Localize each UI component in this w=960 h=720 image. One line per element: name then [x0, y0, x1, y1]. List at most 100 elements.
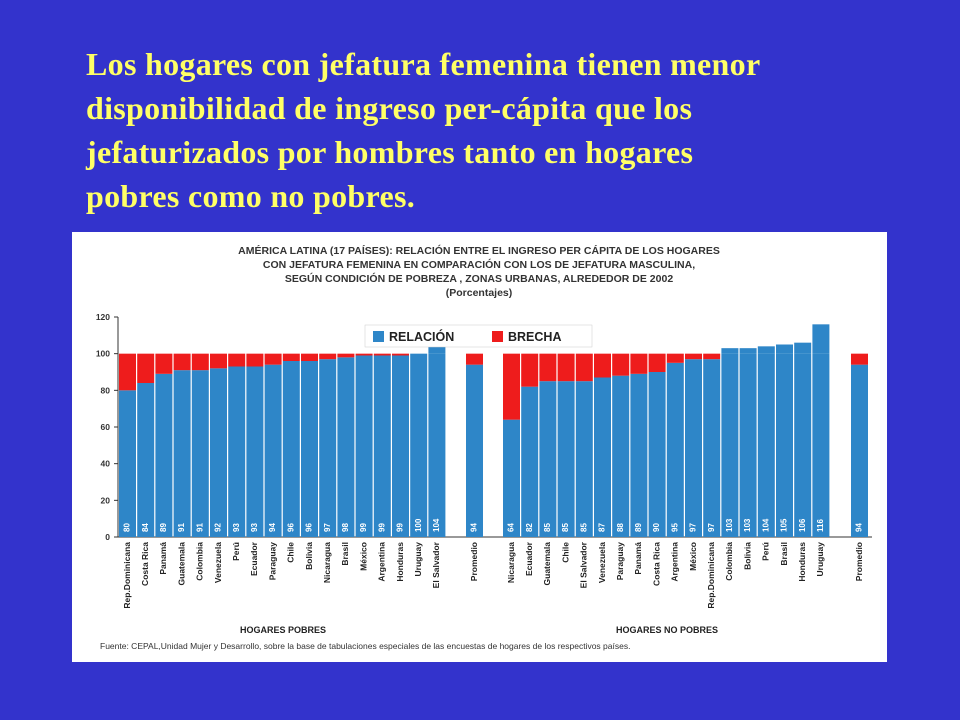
bar-relacion-excess: [757, 346, 775, 354]
bar-value-label: 99: [377, 523, 386, 532]
bar-brecha: [282, 353, 300, 361]
category-label: Costa Rica: [651, 542, 661, 586]
bar-value-label: 99: [359, 523, 368, 532]
category-label: Perú: [761, 542, 771, 561]
category-label: México: [688, 542, 698, 571]
bar-relacion: [119, 390, 136, 537]
category-label: Rep.Dominicana: [122, 542, 132, 609]
bar-relacion-excess: [776, 344, 793, 354]
bar-relacion: [594, 377, 611, 537]
bar-value-label: 82: [525, 523, 534, 532]
bar-relacion: [851, 364, 868, 537]
bar-brecha: [119, 353, 136, 391]
bar-brecha: [521, 353, 539, 387]
bar-relacion: [521, 386, 539, 537]
bar-relacion: [155, 373, 173, 537]
bar-relacion: [337, 357, 355, 537]
bar-relacion: [246, 366, 264, 537]
bar-brecha: [301, 353, 318, 361]
bar-relacion: [666, 362, 684, 537]
chart-title-line: CON JEFATURA FEMENINA EN COMPARACIÓN CON…: [263, 258, 695, 271]
bar-value-label: 116: [816, 519, 825, 532]
category-label: Paraguay: [615, 542, 625, 581]
category-label: Guatemala: [176, 542, 186, 586]
bar-value-label: 93: [250, 523, 259, 532]
category-label: Argentina: [670, 542, 680, 582]
bar-brecha: [264, 353, 282, 365]
bar-relacion: [703, 359, 721, 537]
bar-relacion-excess: [812, 324, 830, 354]
bar-value-label: 64: [507, 523, 516, 532]
bar-value-label: 87: [598, 523, 607, 532]
bar-value-label: 89: [159, 523, 168, 532]
category-label: Venezuela: [597, 542, 607, 583]
chart-title-line: AMÉRICA LATINA (17 PAÍSES): RELACIÓN ENT…: [238, 244, 720, 257]
bar-value-label: 92: [214, 523, 223, 532]
bar-brecha: [173, 353, 191, 371]
y-tick-label: 80: [101, 385, 111, 395]
slide-title-line: jefaturizados por hombres tanto en hogar…: [86, 134, 694, 170]
category-label: Venezuela: [213, 542, 223, 583]
chart-title: AMÉRICA LATINA (17 PAÍSES): RELACIÓN ENT…: [238, 244, 720, 299]
category-label: Panamá: [633, 542, 643, 575]
bar-relacion: [575, 381, 593, 537]
bar-value-label: 98: [341, 523, 350, 532]
bar-relacion: [776, 353, 793, 537]
category-label: Perú: [231, 542, 241, 561]
category-label: Ecuador: [524, 541, 534, 576]
bar-value-label: 85: [543, 523, 552, 532]
category-label: México: [358, 542, 368, 571]
category-label: Panamá: [158, 542, 168, 575]
bar-relacion-excess: [794, 342, 812, 354]
legend-label-brecha: BRECHA: [508, 330, 561, 344]
stacked-bar-chart: AMÉRICA LATINA (17 PAÍSES): RELACIÓN ENT…: [96, 244, 872, 651]
bar-relacion: [466, 364, 483, 537]
slide-title: Los hogares con jefatura femenina tienen…: [86, 42, 906, 218]
bar-brecha: [612, 353, 630, 376]
bar-relacion: [539, 381, 557, 537]
bar-relacion: [191, 370, 209, 537]
bar-relacion: [392, 355, 409, 537]
category-label: Ecuador: [249, 541, 259, 576]
bar-relacion: [137, 383, 155, 537]
group-label: HOGARES NO POBRES: [616, 625, 718, 635]
group-labels: HOGARES POBRES HOGARES NO POBRES: [240, 625, 718, 635]
bar-relacion: [648, 372, 666, 537]
category-label: Uruguay: [413, 542, 423, 577]
bar-value-label: 96: [305, 523, 314, 532]
category-label: Nicaragua: [506, 542, 516, 583]
legend-label-relacion: RELACIÓN: [389, 329, 454, 344]
bar-value-label: 89: [634, 523, 643, 532]
bar-value-label: 94: [470, 523, 479, 532]
bar-relacion: [721, 353, 739, 537]
bar-relacion: [173, 370, 191, 537]
bar-value-label: 99: [396, 523, 405, 532]
bar-value-label: 91: [177, 523, 186, 532]
bar-relacion: [812, 353, 830, 537]
bar-value-label: 88: [616, 523, 625, 532]
chart-panel: AMÉRICA LATINA (17 PAÍSES): RELACIÓN ENT…: [72, 232, 887, 662]
bar-brecha: [575, 353, 593, 382]
category-label: Colombia: [195, 542, 205, 581]
group-label: HOGARES POBRES: [240, 625, 326, 635]
bar-brecha: [246, 353, 264, 367]
bar-value-label: 106: [798, 518, 807, 532]
category-label: Guatemala: [542, 542, 552, 586]
bar-relacion: [264, 364, 282, 537]
bar-value-label: 80: [123, 523, 132, 532]
bar-value-label: 96: [286, 523, 295, 532]
category-label: Bolivia: [742, 542, 752, 570]
bar-relacion: [685, 359, 702, 537]
bar-value-label: 105: [780, 518, 789, 532]
category-label: Brasil: [779, 542, 789, 566]
bar-brecha: [503, 353, 520, 420]
bar-brecha: [155, 353, 173, 374]
bar-brecha: [703, 353, 721, 360]
bar-brecha: [594, 353, 611, 378]
category-label: Argentina: [377, 542, 387, 582]
bar-brecha: [337, 353, 355, 358]
bar-relacion: [794, 353, 812, 537]
bar-brecha: [210, 353, 227, 369]
bar-value-label: 97: [707, 523, 716, 532]
bar-relacion: [739, 353, 757, 537]
